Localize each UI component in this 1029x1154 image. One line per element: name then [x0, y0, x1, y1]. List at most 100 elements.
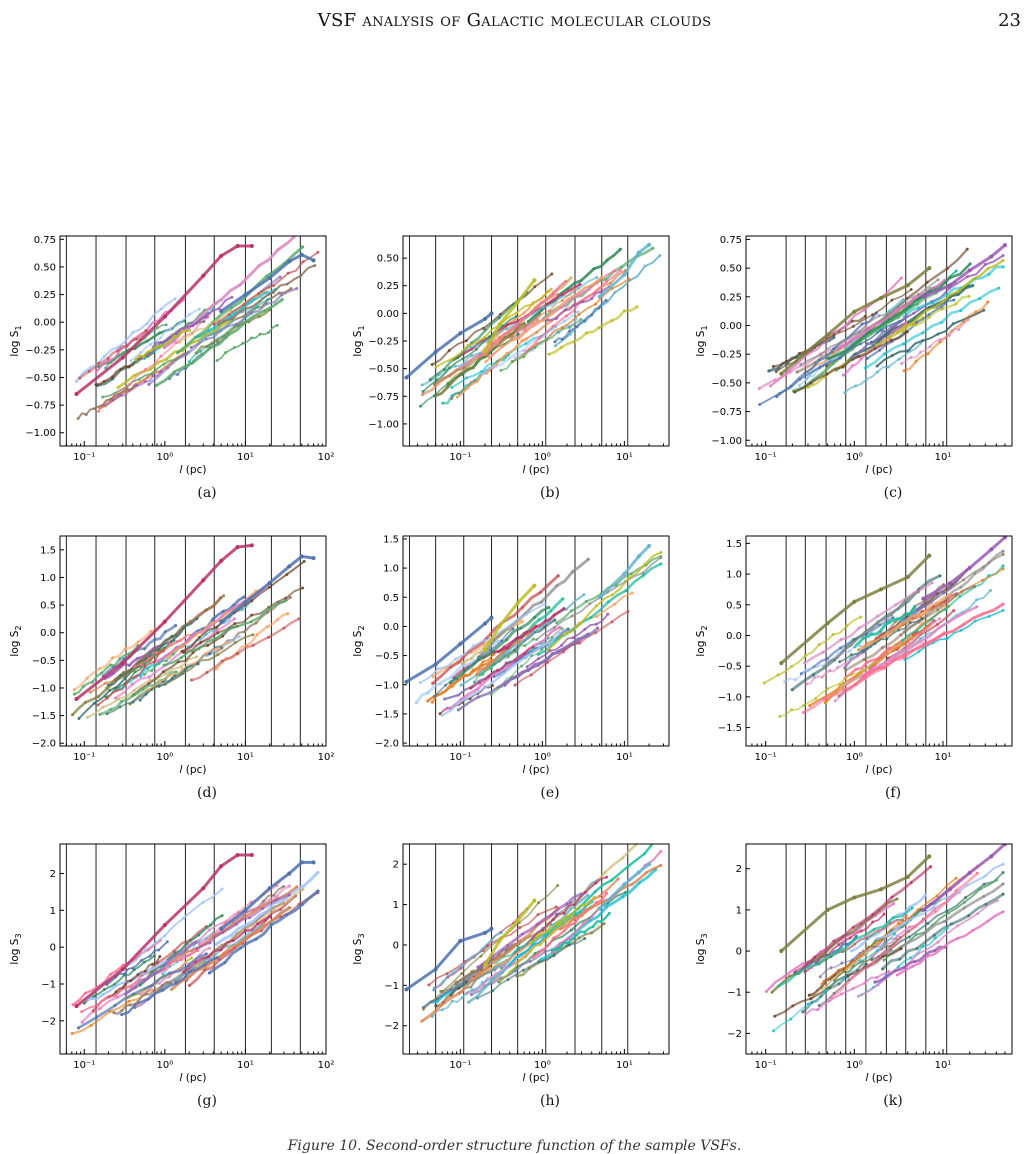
vsf-highlight-point [311, 860, 316, 865]
vsf-series-point [898, 643, 902, 647]
vsf-series-point [153, 638, 157, 642]
vsf-series-point [790, 664, 794, 668]
vsf-series-point [913, 903, 917, 907]
vsf-highlight-point [219, 253, 224, 258]
vsf-series-point [204, 315, 208, 319]
vsf-series-point [120, 1009, 124, 1013]
x-tick-label: 10⁻¹ [755, 752, 777, 763]
vsf-series-line [116, 319, 232, 389]
vsf-series-point [923, 931, 927, 935]
vsf-series-point [783, 974, 787, 978]
vsf-highlight-point [433, 967, 438, 972]
vsf-series-point [553, 344, 557, 348]
vsf-series-point [430, 363, 434, 367]
vsf-series-point [466, 343, 470, 347]
vsf-series-point [85, 715, 89, 719]
vsf-series-point [881, 967, 885, 971]
vsf-series-point [460, 662, 464, 666]
vsf-series-point [822, 697, 826, 701]
vsf-series-point [878, 629, 882, 633]
vsf-series-point [841, 373, 845, 377]
vsf-series-point [130, 682, 134, 686]
vsf-series-point [233, 641, 237, 645]
vsf-highlight-point [243, 292, 248, 297]
vsf-series-point [578, 622, 582, 626]
y-tick-label: 0.50 [720, 264, 742, 275]
vsf-series-point [799, 362, 803, 366]
vsf-series-point [789, 1017, 793, 1021]
vsf-series-point [208, 923, 212, 927]
vsf-series-point [899, 276, 903, 280]
vsf-series-point [154, 651, 158, 655]
vsf-series-line [800, 616, 895, 675]
vsf-series-point [849, 653, 853, 657]
running-title: VSF analysis of Galactic molecular cloud… [317, 10, 712, 31]
page-header: VSF analysis of Galactic molecular cloud… [0, 0, 1029, 40]
vsf-series-point [430, 700, 434, 704]
vsf-series-point [498, 979, 502, 983]
vsf-series-point [531, 637, 535, 641]
vsf-series-point [160, 984, 164, 988]
vsf-series-point [506, 655, 510, 659]
vsf-series-point [818, 353, 822, 357]
vsf-series-point [232, 617, 236, 621]
vsf-series-point [163, 672, 167, 676]
vsf-series-point [933, 907, 937, 911]
vsf-series-point [102, 988, 106, 992]
vsf-series-point [547, 352, 551, 356]
vsf-series-point [613, 290, 617, 294]
vsf-series-point [877, 660, 881, 664]
vsf-series-point [531, 955, 535, 959]
vsf-series-point [195, 655, 199, 659]
vsf-series-point [968, 262, 972, 266]
vsf-highlight-point [267, 886, 272, 891]
vsf-series-point [862, 308, 866, 312]
vsf-highlight-point [905, 283, 910, 288]
panel-label: (h) [540, 1093, 560, 1109]
y-tick-label: −2.0 [32, 739, 56, 750]
vsf-series-point [136, 973, 140, 977]
vsf-series-point [518, 958, 522, 962]
vsf-series-point [434, 1004, 438, 1008]
vsf-series-point [553, 618, 557, 622]
vsf-series-point [974, 310, 978, 314]
vsf-series-point [516, 946, 520, 950]
vsf-series-point [438, 682, 442, 686]
vsf-series-point [506, 323, 510, 327]
vsf-series-line [103, 644, 164, 680]
vsf-series-point [149, 349, 153, 353]
vsf-series-point [158, 954, 162, 958]
vsf-series-point [159, 369, 163, 373]
vsf-series-point [201, 900, 205, 904]
vsf-series-point [94, 383, 98, 387]
vsf-series-point [793, 678, 797, 682]
vsf-series-point [133, 384, 137, 388]
vsf-highlight-point [74, 697, 79, 702]
x-tick-label: 10¹ [935, 752, 952, 763]
vsf-series-point [519, 626, 523, 630]
vsf-series-point [214, 942, 218, 946]
vsf-series-point [917, 590, 921, 594]
vsf-series-point [127, 663, 131, 667]
vsf-series-point [178, 322, 182, 326]
vsf-highlight-point [622, 272, 627, 277]
vsf-series-point [971, 928, 975, 932]
vsf-series-point [209, 333, 213, 336]
vsf-series-point [442, 368, 446, 372]
vsf-series-point [568, 332, 572, 336]
vsf-series-point [242, 303, 246, 307]
vsf-series-point [215, 628, 219, 632]
vsf-series-point [469, 657, 473, 661]
vsf-series-point [267, 607, 271, 611]
vsf-series-point [851, 925, 855, 929]
vsf-series-point [933, 936, 937, 940]
vsf-series-point [926, 954, 930, 958]
vsf-series-point [101, 705, 105, 709]
vsf-series-point [258, 299, 262, 303]
vsf-highlight-line [483, 584, 536, 652]
vsf-series-point [857, 626, 861, 630]
axes-frame [402, 535, 670, 747]
vsf-series-point [170, 677, 174, 681]
vsf-series-point [593, 890, 597, 894]
vsf-series-point [483, 667, 487, 671]
